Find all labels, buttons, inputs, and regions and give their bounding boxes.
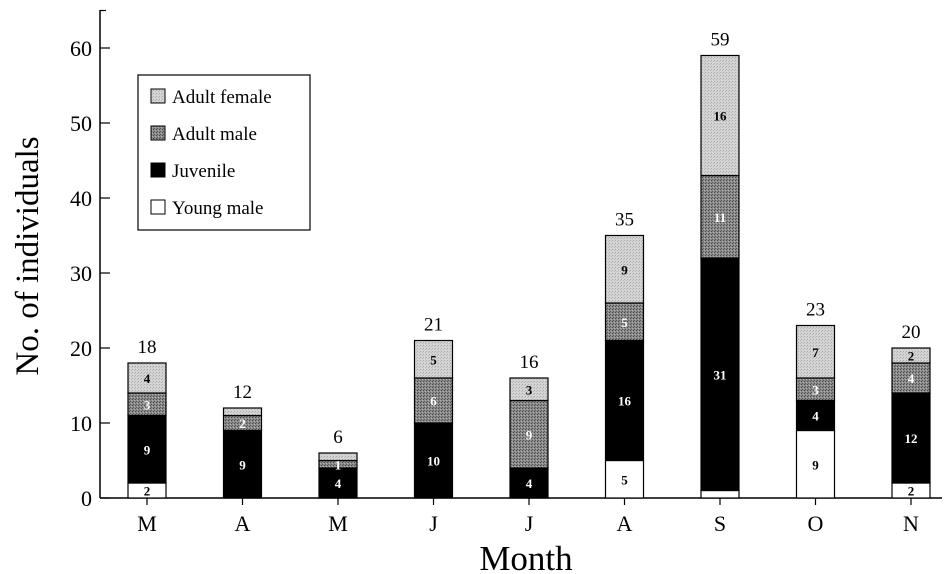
x-tick-label: A: [235, 511, 251, 536]
segment-value-label: 11: [714, 210, 726, 225]
segment-value-label: 4: [335, 476, 342, 491]
bar-total-label: 16: [520, 352, 539, 373]
bar-segment: [509, 467, 549, 499]
x-tick-label: A: [617, 511, 633, 536]
bar-segment: [604, 234, 645, 304]
segment-value-label: 2: [908, 349, 915, 364]
legend-swatch: [150, 162, 166, 178]
segment-value-label: 9: [239, 457, 246, 472]
segment-value-label: 2: [239, 416, 246, 431]
y-tick-label: 10: [70, 411, 92, 436]
y-tick-label: 30: [70, 261, 92, 286]
bar-total-label: 35: [615, 210, 634, 231]
x-tick-label: N: [903, 511, 919, 536]
bar-total-label: 18: [138, 337, 157, 358]
segment-value-label: 6: [430, 394, 437, 409]
legend-label: Adult female: [172, 87, 272, 108]
legend-swatch: [150, 88, 166, 104]
bar-segment: [509, 377, 549, 402]
segment-value-label: 1: [335, 457, 342, 472]
bar-segment: [413, 377, 454, 424]
y-tick-label: 20: [70, 336, 92, 361]
bar-segment: [700, 257, 740, 492]
x-axis-title: Month: [479, 539, 573, 574]
bar-total-label: 20: [902, 322, 921, 343]
segment-value-label: 12: [905, 431, 918, 446]
legend-swatch: [150, 125, 166, 141]
bar-segment: [891, 362, 931, 394]
segment-value-label: 5: [621, 472, 628, 487]
y-tick-label: 60: [70, 36, 92, 61]
bar-segment: [700, 174, 740, 259]
segment-value-label: 7: [812, 345, 819, 360]
bar-total-label: 12: [233, 382, 252, 403]
bar-total-label: 59: [711, 30, 730, 51]
y-axis-title: No. of individuals: [10, 136, 46, 375]
legend-label: Young male: [172, 198, 264, 219]
x-tick-label: O: [808, 511, 824, 536]
segment-value-label: 2: [908, 484, 915, 499]
bar-segment: [413, 422, 454, 499]
bar-segment: [700, 54, 740, 177]
x-tick-label: M: [328, 511, 348, 536]
segment-value-label: 4: [908, 371, 915, 386]
x-tick-label: M: [137, 511, 157, 536]
legend-label: Adult male: [172, 124, 257, 145]
bar-segment: [604, 459, 645, 499]
bar-segment: [604, 339, 645, 462]
y-axis-ticks: 0 10 20 30 40 50 60: [70, 9, 110, 511]
bar-segment: [700, 489, 740, 499]
bar-segment: [318, 452, 358, 462]
segment-value-label: 4: [526, 476, 533, 491]
segment-value-label: 16: [618, 394, 632, 409]
bar-segment: [891, 347, 931, 364]
legend: Adult female Adult male Juvenile Young male: [137, 74, 311, 231]
x-tick-label: J: [429, 511, 438, 536]
segment-value-label: 3: [812, 382, 819, 397]
bar-segment: [222, 407, 263, 417]
segment-value-label: 3: [144, 397, 151, 412]
y-tick-label: 0: [81, 486, 92, 511]
segment-value-label: 9: [144, 442, 151, 457]
segment-value-label: 9: [526, 427, 533, 442]
legend-label: Juvenile: [172, 161, 235, 182]
segment-value-label: 4: [144, 371, 151, 386]
bar-segment: [795, 324, 836, 379]
legend-swatch: [150, 199, 166, 215]
legend-box: [137, 74, 311, 231]
bar-segment: [795, 429, 836, 499]
x-tick-label: S: [714, 511, 726, 536]
segment-value-label: 4: [812, 409, 819, 424]
bar-segment: [318, 467, 358, 499]
segment-value-label: 5: [621, 315, 628, 330]
y-tick-label: 40: [70, 186, 92, 211]
bar-total-label: 21: [424, 315, 443, 336]
y-tick-label: 50: [70, 111, 92, 136]
segment-value-label: 9: [812, 457, 819, 472]
segment-value-label: 3: [526, 382, 533, 397]
bar-segment: [127, 362, 167, 394]
segment-value-label: 2: [144, 484, 151, 499]
segment-value-label: 5: [430, 352, 437, 367]
x-tick-label: J: [525, 511, 534, 536]
segment-value-label: 9: [621, 262, 628, 277]
bar-segment: [413, 339, 454, 379]
bar-total-label: 23: [806, 300, 825, 321]
segment-value-label: 16: [714, 109, 728, 124]
bar-total-label: 6: [333, 427, 343, 448]
segment-value-label: 31: [714, 367, 727, 382]
segment-value-label: 10: [427, 454, 440, 469]
